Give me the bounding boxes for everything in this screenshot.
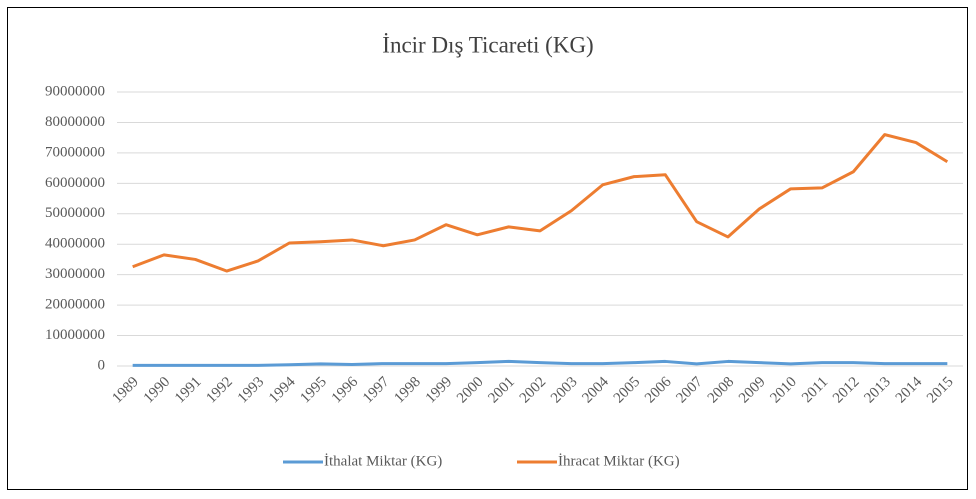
y-tick-label: 60000000 (45, 175, 105, 191)
legend-label: İthalat Miktar (KG) (324, 453, 442, 469)
series-line (132, 133, 949, 273)
y-tick-label: 0 (98, 357, 106, 373)
y-tick-label: 50000000 (45, 205, 105, 221)
y-tick-label: 10000000 (45, 327, 105, 343)
y-tick-label: 30000000 (45, 266, 105, 282)
y-tick-label: 20000000 (45, 297, 105, 313)
chart-title: İncir Dış Ticareti (KG) (382, 32, 593, 57)
y-tick-label: 40000000 (45, 236, 105, 252)
series-line (132, 359, 948, 367)
y-tick-label: 70000000 (45, 144, 105, 160)
legend-label: İhracat Miktar (KG) (558, 453, 680, 469)
y-tick-label: 90000000 (45, 83, 105, 99)
chart-border (7, 7, 968, 490)
y-tick-label: 80000000 (45, 114, 105, 130)
